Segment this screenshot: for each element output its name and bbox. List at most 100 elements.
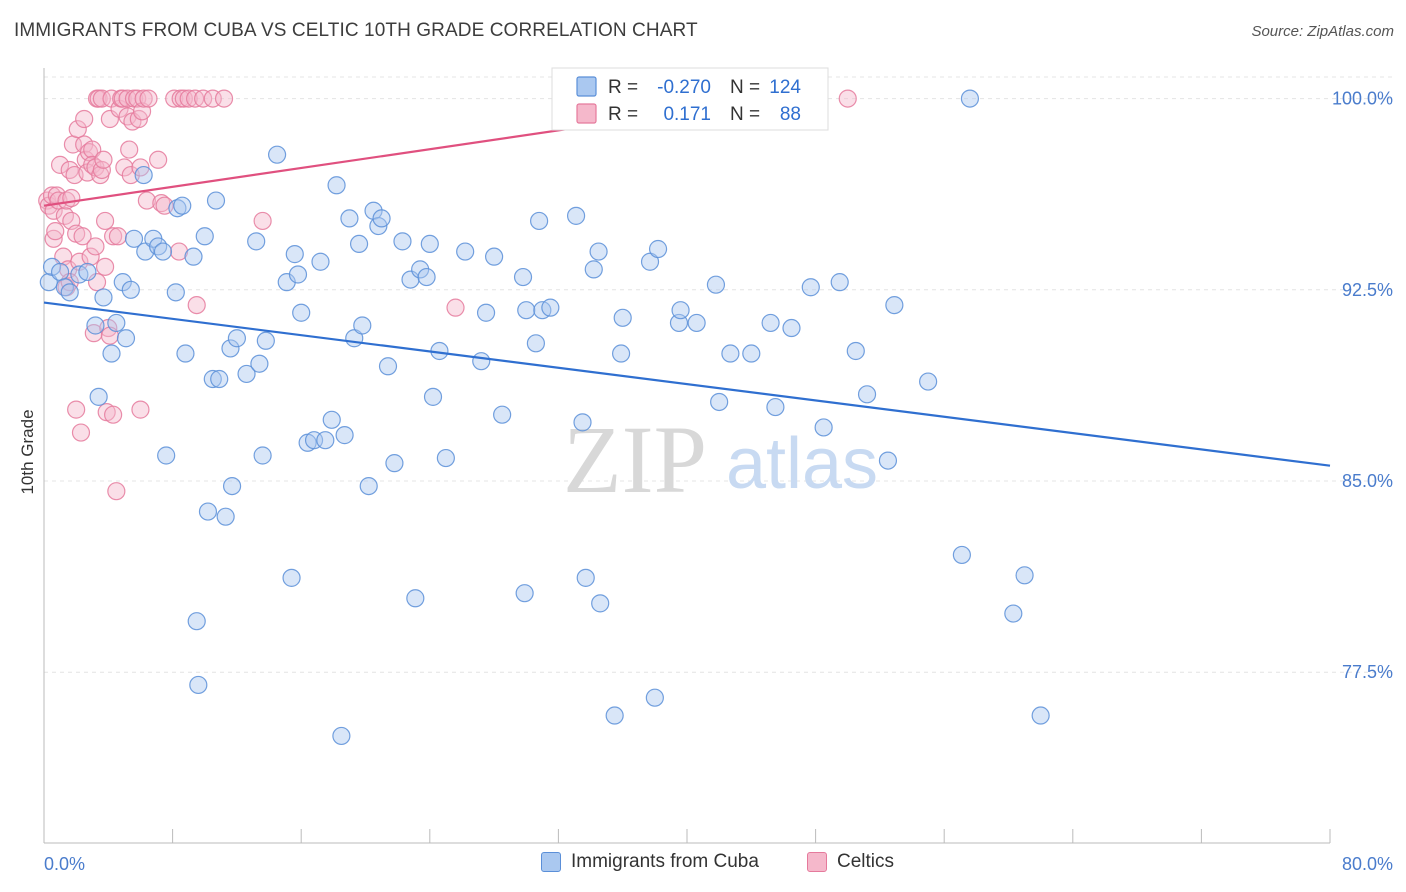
cuba-point-36 (222, 476, 242, 496)
cuba-points (39, 89, 1050, 746)
cuba-point-64 (372, 209, 391, 228)
cuba-point-73 (423, 387, 443, 406)
celtics-point-72 (139, 89, 158, 108)
celtics-point-71 (137, 191, 156, 210)
chart-title: IMMIGRANTS FROM CUBA VS CELTIC 10TH GRAD… (14, 20, 698, 41)
legend-r-value-2: 0.171 (663, 104, 711, 125)
legend-r-label-2: R = (608, 104, 638, 125)
x-tick-label-1: 80.0% (1342, 854, 1393, 874)
celtics-point-73 (149, 150, 168, 169)
celtics-point-86 (253, 211, 272, 231)
cuba-point-19 (149, 237, 168, 256)
cuba-point-25 (176, 344, 195, 363)
celtics-point-15 (60, 160, 79, 180)
celtics-point-26 (75, 109, 94, 129)
cuba-point-28 (189, 675, 208, 695)
celtics-point-60 (118, 107, 137, 126)
cuba-point-57 (340, 209, 359, 228)
celtics-point-43 (94, 150, 113, 169)
cuba-point-22 (166, 283, 185, 302)
cuba-point-56 (335, 426, 354, 445)
watermark: ZIP atlas (563, 406, 878, 513)
celtics-point-61 (120, 140, 139, 159)
cuba-point-111 (814, 418, 833, 437)
legend-swatch-cuba-bottom (541, 852, 561, 872)
cuba-point-119 (960, 89, 980, 108)
cuba-point-109 (782, 318, 801, 338)
cuba-point-99 (648, 239, 668, 259)
cuba-point-60 (353, 316, 372, 335)
cuba-point-39 (247, 232, 266, 251)
y-tick-label-2: 92.5% (1342, 280, 1393, 300)
watermark-zip: ZIP (563, 406, 707, 513)
celtics-point-4 (44, 229, 63, 248)
celtics-point-8 (50, 155, 70, 174)
legend-r-label-1: R = (608, 77, 638, 98)
cuba-point-54 (327, 176, 346, 195)
source-label: Source: ZipAtlas.com (1251, 23, 1394, 40)
cuba-point-91 (584, 260, 603, 279)
cuba-point-116 (885, 295, 904, 315)
cuba-point-92 (589, 242, 608, 261)
cuba-point-61 (359, 476, 378, 496)
cuba-point-15 (124, 229, 144, 248)
cuba-point-84 (526, 334, 545, 353)
cuba-point-117 (919, 372, 938, 391)
cuba-point-9 (94, 288, 113, 307)
cuba-point-13 (116, 329, 136, 348)
legend-label-cuba: Immigrants from Cuba (571, 851, 759, 872)
celtics-point-88 (838, 89, 857, 108)
legend-swatch-celtics (576, 103, 597, 124)
cuba-point-53 (322, 410, 341, 429)
cuba-point-85 (530, 211, 549, 231)
cuba-point-0 (39, 273, 58, 292)
celtics-point-52 (104, 405, 123, 424)
cuba-point-78 (476, 303, 496, 322)
cuba-point-47 (288, 265, 308, 284)
y-tick-label-0: 77.5% (1342, 662, 1393, 682)
y-axis-label: 10th Grade (18, 409, 37, 495)
cuba-point-46 (285, 245, 304, 264)
celtics-point-70 (134, 89, 153, 108)
legend-r-value-1: -0.270 (657, 77, 711, 98)
legend-swatch-celtics-bottom (807, 852, 827, 872)
celtics-point-62 (121, 165, 140, 185)
legend-item-cuba: Immigrants from Cuba (541, 851, 759, 873)
cuba-point-95 (611, 344, 631, 363)
cuba-point-6 (78, 262, 97, 282)
cuba-point-121 (1015, 566, 1034, 585)
cuba-point-120 (1004, 604, 1023, 623)
cuba-point-59 (349, 234, 369, 254)
legend-item-celtics: Celtics (807, 851, 894, 873)
celtics-point-85 (214, 89, 234, 108)
cuba-point-43 (267, 145, 287, 164)
cuba-point-4 (60, 283, 79, 302)
cuba-point-3 (55, 278, 74, 297)
celtics-point-76 (165, 89, 184, 108)
watermark-atlas: atlas (726, 424, 878, 504)
cuba-point-16 (134, 165, 153, 185)
celtics-point-53 (107, 482, 126, 501)
cuba-point-8 (89, 387, 108, 406)
celtics-point-3 (44, 201, 63, 220)
celtics-points (38, 89, 857, 501)
cuba-point-27 (187, 612, 206, 631)
cuba-point-102 (687, 313, 706, 333)
cuba-point-89 (573, 413, 592, 432)
celtics-point-83 (194, 89, 213, 108)
cuba-point-71 (417, 267, 436, 287)
cuba-point-10 (102, 344, 121, 363)
cuba-point-101 (671, 301, 690, 320)
cuba-point-41 (253, 446, 272, 465)
celtics-point-41 (92, 89, 111, 108)
cuba-point-113 (846, 341, 865, 361)
cuba-point-52 (316, 431, 335, 450)
cuba-point-87 (541, 298, 560, 317)
cuba-point-30 (198, 502, 218, 521)
cuba-point-35 (221, 339, 240, 358)
cuba-point-108 (766, 397, 785, 417)
cuba-point-23 (168, 199, 187, 218)
cuba-point-34 (216, 507, 235, 526)
cuba-point-69 (406, 589, 425, 608)
